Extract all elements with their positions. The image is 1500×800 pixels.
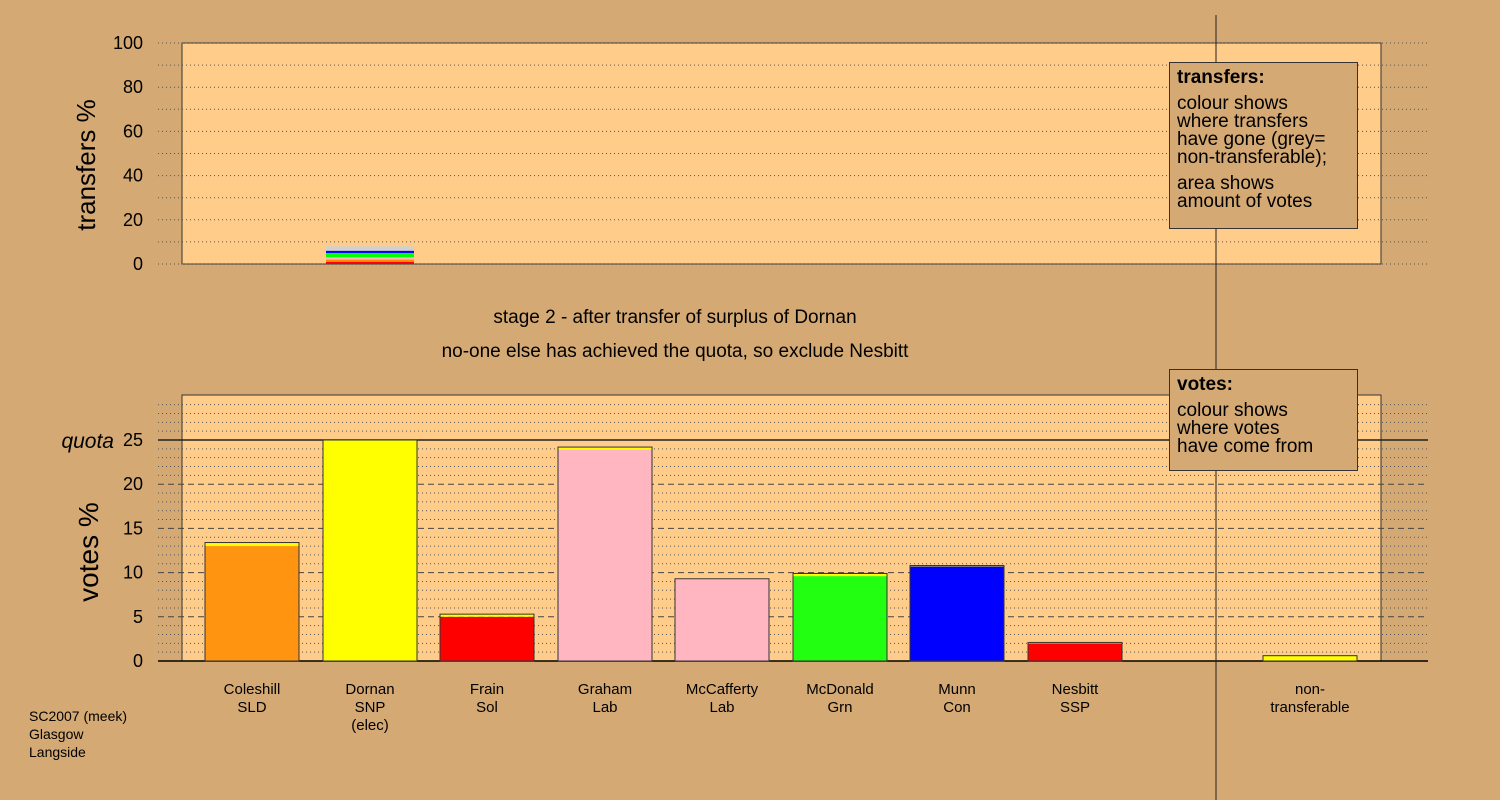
- legend-line: where transfers: [1177, 111, 1308, 132]
- legend-line: have gone (grey=: [1177, 129, 1326, 150]
- candidate-label: Munn: [938, 681, 976, 698]
- y-tick-label: 20: [123, 210, 143, 230]
- vote-segment: [793, 573, 887, 577]
- bar-outline: [674, 578, 770, 662]
- footer-line: Langside: [29, 744, 86, 760]
- stage-subtitle: no-one else has achieved the quota, so e…: [442, 341, 910, 362]
- vote-segment: [558, 449, 652, 661]
- y-axis-label: votes %: [73, 502, 104, 602]
- y-tick-label: 60: [123, 121, 143, 141]
- legend-line: have come from: [1177, 436, 1314, 457]
- y-tick-label: 40: [123, 166, 143, 186]
- bar-outline: [1027, 641, 1123, 662]
- y-tick-label: 20: [123, 474, 143, 494]
- candidate-label: SNP: [355, 699, 386, 716]
- candidate-label: Nesbitt: [1052, 681, 1100, 698]
- candidate-label: McCafferty: [686, 681, 759, 698]
- vote-segment: [558, 447, 652, 450]
- legend-line: non-transferable);: [1177, 147, 1327, 168]
- vote-segment: [440, 614, 534, 617]
- transfers-legend-colour-text: colour shows where transfers have gone (…: [1177, 93, 1350, 168]
- vote-segment: [793, 576, 887, 661]
- transfer-segment: [326, 261, 414, 264]
- y-tick-label: 80: [123, 77, 143, 97]
- candidate-label: (elec): [351, 717, 389, 734]
- y-axis-label: transfers %: [71, 99, 101, 231]
- stage-title: stage 2 - after transfer of surplus of D…: [493, 307, 856, 328]
- y-tick-label: 5: [133, 607, 143, 627]
- bar-outline: [909, 565, 1005, 662]
- legend-line: where votes: [1177, 418, 1280, 439]
- vote-segment: [1263, 655, 1357, 661]
- candidate-label: Lab: [592, 699, 617, 716]
- bar-outline: [204, 542, 300, 662]
- bar-outline: [1262, 655, 1358, 662]
- candidate-label: Frain: [470, 681, 504, 698]
- candidate-label: transferable: [1270, 699, 1349, 716]
- candidate-label: Lab: [709, 699, 734, 716]
- transfer-segment: [326, 250, 414, 253]
- vote-segment: [1028, 643, 1122, 661]
- footer-caption: SC2007 (meek) Glasgow Langside: [29, 707, 127, 761]
- y-tick-label: 10: [123, 563, 143, 583]
- votes-legend: votes: colour shows where votes have com…: [1169, 369, 1358, 471]
- candidate-label: SLD: [237, 699, 266, 716]
- votes-legend-text: colour shows where votes have come from: [1177, 400, 1350, 457]
- candidate-label: non-: [1295, 681, 1325, 698]
- y-tick-label: 25: [123, 430, 143, 450]
- footer-line: SC2007 (meek): [29, 708, 128, 724]
- candidate-label: Grn: [827, 699, 852, 716]
- vote-segment: [205, 546, 299, 661]
- candidate-label: McDonald: [806, 681, 874, 698]
- votes-legend-heading: votes:: [1177, 374, 1233, 395]
- legend-line: colour shows: [1177, 400, 1288, 421]
- bar-outline: [557, 446, 653, 662]
- candidate-label: Graham: [578, 681, 632, 698]
- bar-outline: [792, 572, 888, 662]
- vote-segment: [910, 566, 1004, 661]
- y-tick-label: 100: [113, 33, 143, 53]
- vote-segment: [675, 579, 769, 661]
- y-tick-label: 0: [133, 254, 143, 274]
- transfers-legend: transfers: colour shows where transfers …: [1169, 62, 1358, 229]
- quota-label: quota: [61, 430, 114, 453]
- candidate-label: Con: [943, 699, 971, 716]
- candidate-label: SSP: [1060, 699, 1090, 716]
- candidate-label: Coleshill: [224, 681, 281, 698]
- vote-segment: [440, 616, 534, 661]
- legend-line: area shows: [1177, 173, 1275, 194]
- legend-line: amount of votes: [1177, 191, 1313, 212]
- candidate-label: Sol: [476, 699, 498, 716]
- bar-outline: [322, 439, 418, 662]
- transfer-segment: [326, 252, 414, 258]
- bar-outline: [439, 613, 535, 662]
- transfer-segment: [326, 246, 414, 251]
- transfer-segment: [326, 257, 414, 260]
- transfers-legend-heading: transfers:: [1177, 67, 1265, 88]
- vote-segment: [323, 440, 417, 661]
- legend-line: colour shows: [1177, 93, 1288, 114]
- footer-line: Glasgow: [29, 726, 84, 742]
- y-tick-label: 0: [133, 651, 143, 671]
- y-tick-label: 15: [123, 518, 143, 538]
- transfers-legend-area-text: area shows amount of votes: [1177, 173, 1350, 212]
- candidate-label: Dornan: [345, 681, 394, 698]
- transfer-segment: [326, 259, 414, 262]
- vote-segment: [205, 542, 299, 547]
